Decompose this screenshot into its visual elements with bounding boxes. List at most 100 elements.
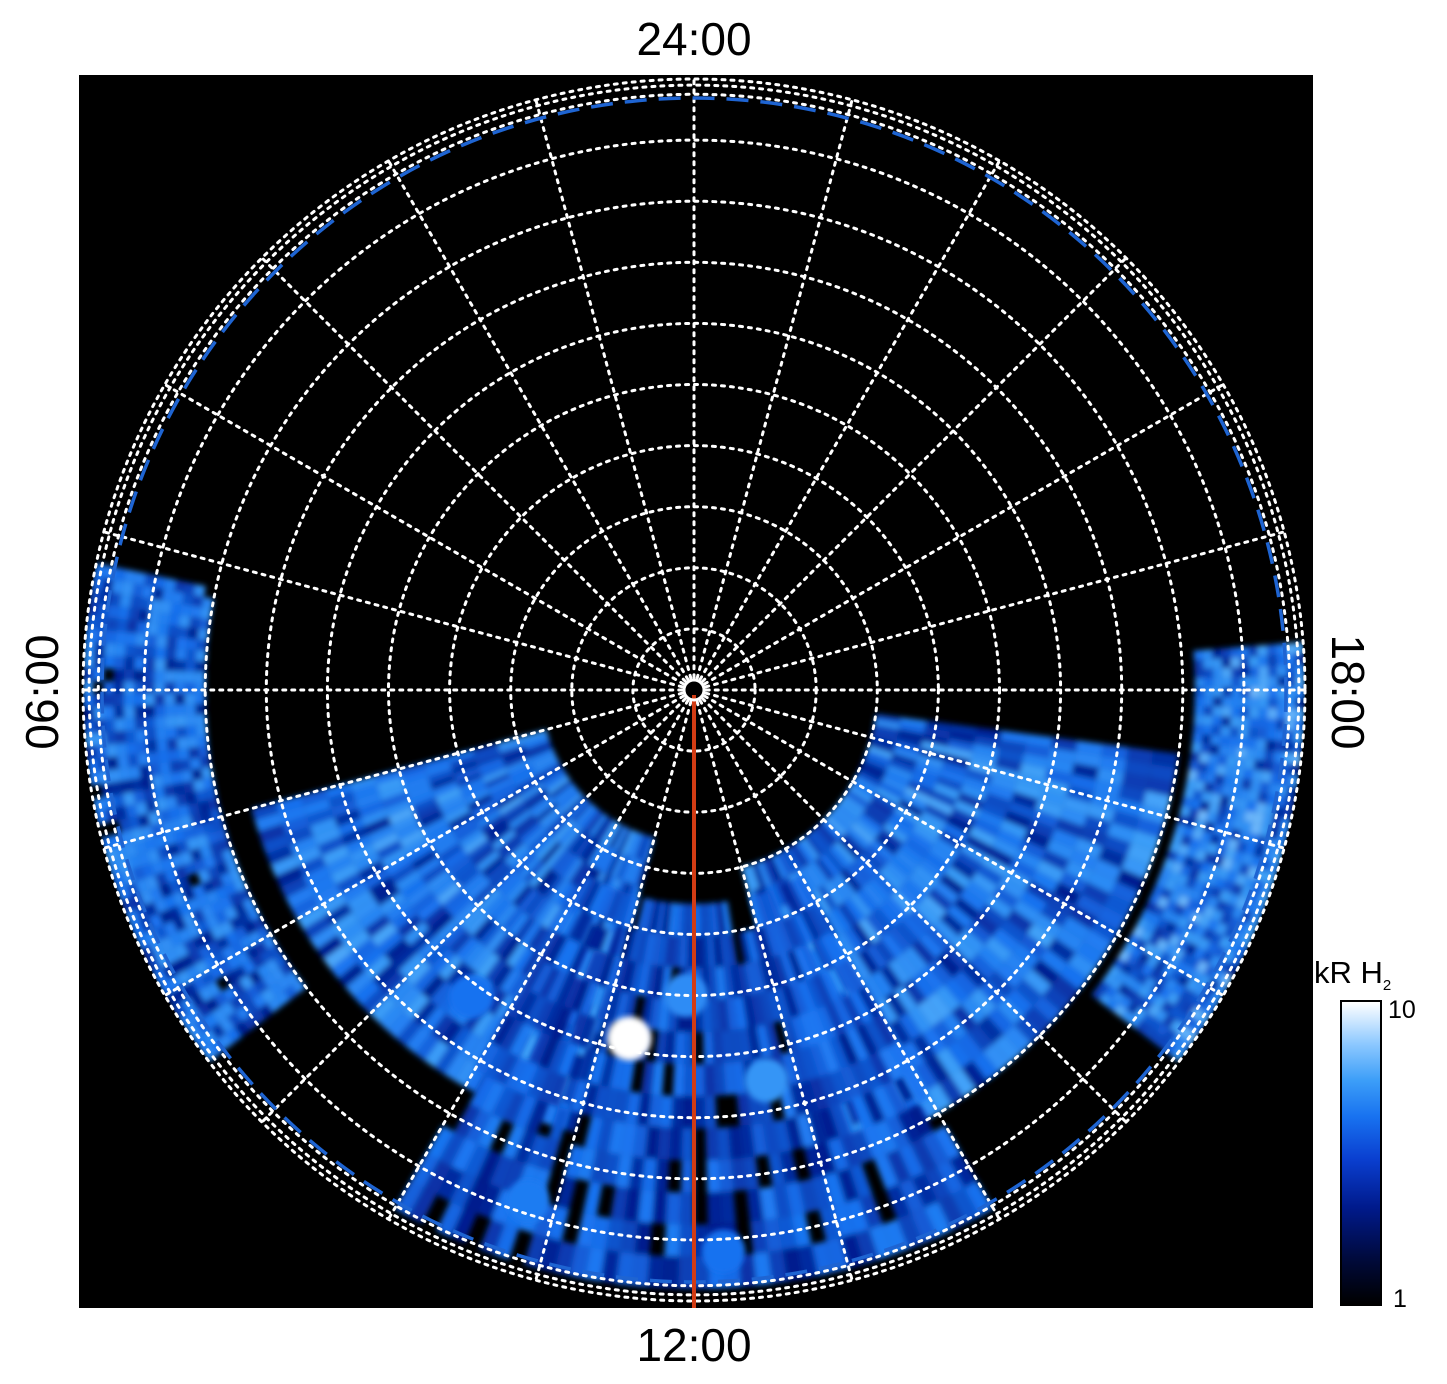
- emission-cell: [1241, 778, 1252, 791]
- emission-cell: [1185, 778, 1197, 790]
- emission-cell: [860, 760, 887, 777]
- emission-cell: [1249, 707, 1259, 719]
- emission-cell: [482, 767, 508, 784]
- emission-cell: [167, 625, 179, 638]
- emission-cell: [1244, 758, 1255, 770]
- emission-cell: [1235, 757, 1246, 769]
- emission-cell: [105, 743, 118, 758]
- emission-cell: [1155, 938, 1169, 952]
- emission-cell: [251, 802, 280, 821]
- emission-cell: [368, 824, 396, 844]
- emission-cell: [1069, 774, 1097, 792]
- emission-cell: [600, 820, 618, 845]
- emission-cell: [139, 764, 151, 778]
- emission-cell: [1194, 668, 1205, 679]
- emission-cell: [1140, 963, 1154, 977]
- emission-cell: [591, 980, 608, 1008]
- emission-cell: [168, 932, 184, 948]
- emission-cell: [388, 806, 415, 825]
- emission-cell: [376, 840, 404, 861]
- emission-cell: [1202, 1001, 1217, 1017]
- emission-cell: [1214, 876, 1227, 890]
- emission-cell: [983, 1043, 1011, 1072]
- emission-cell: [596, 1118, 615, 1153]
- emission-cell: [834, 872, 857, 898]
- emission-cell: [875, 787, 902, 806]
- emission-cell: [522, 958, 547, 991]
- emission-cell: [144, 716, 156, 730]
- emission-cell: [472, 1010, 495, 1038]
- emission-cell: [939, 768, 966, 785]
- emission-cell: [206, 865, 220, 880]
- emission-cell: [380, 970, 406, 997]
- emission-cell: [1191, 828, 1204, 841]
- emission-cell: [390, 862, 417, 885]
- emission-cell: [403, 776, 431, 792]
- emission-cell: [111, 579, 124, 594]
- emission-cell: [349, 775, 377, 792]
- emission-cell: [504, 843, 528, 866]
- emission-cell: [605, 889, 623, 922]
- emission-cell: [638, 1189, 655, 1223]
- emission-cell: [210, 875, 225, 891]
- emission-cell: [1226, 870, 1239, 884]
- emission-cell: [604, 822, 622, 847]
- emission-cell: [1177, 973, 1191, 988]
- emission-cell: [602, 1087, 620, 1122]
- emission-cell: [182, 980, 199, 997]
- emission-cell: [790, 842, 810, 868]
- emission-cell: [421, 863, 447, 885]
- emission-cell: [1232, 818, 1244, 831]
- emission-cell: [200, 607, 212, 620]
- emission-cell: [992, 766, 1020, 783]
- emission-cell: [1126, 843, 1156, 866]
- emission-cell: [1230, 953, 1244, 968]
- emission-cell: [935, 985, 961, 1013]
- emission-cell: [438, 1131, 466, 1167]
- emission-cell: [965, 920, 993, 946]
- emission-cell: [495, 902, 518, 928]
- emission-cell: [448, 930, 473, 955]
- emission-cell: [1148, 968, 1162, 982]
- emission-cell: [1189, 837, 1201, 850]
- emission-cell: [113, 706, 125, 719]
- emission-cell: [476, 850, 501, 872]
- emission-cell: [1098, 846, 1127, 869]
- emission-cell: [198, 986, 214, 1003]
- emission-cell: [1075, 941, 1105, 967]
- emission-cell: [1025, 733, 1053, 748]
- emission-cell: [205, 914, 220, 930]
- emission-cell: [1220, 647, 1231, 659]
- emission-cell: [1264, 803, 1276, 817]
- emission-cell: [521, 950, 542, 977]
- emission-cell: [492, 962, 514, 989]
- emission-cell: [816, 822, 839, 846]
- emission-cell: [1155, 875, 1168, 888]
- emission-cell: [586, 925, 603, 952]
- emission-cell: [1083, 929, 1113, 955]
- emission-cell: [1210, 886, 1223, 900]
- emission-cell: [636, 930, 650, 964]
- emission-cell: [337, 920, 365, 945]
- emission-cell: [358, 800, 386, 818]
- emission-cell: [606, 850, 622, 877]
- emission-cell: [198, 618, 211, 631]
- emission-cell: [547, 907, 567, 933]
- emission-cell: [1192, 946, 1206, 961]
- emission-cell: [459, 906, 484, 931]
- emission-cell: [484, 957, 507, 984]
- emission-cell: [1174, 823, 1186, 835]
- emission-cell: [1205, 941, 1219, 955]
- emission-cell: [558, 789, 581, 810]
- emission-cell: [1181, 885, 1194, 899]
- emission-cell: [640, 996, 654, 1030]
- emission-cell: [476, 1149, 502, 1184]
- emission-cell: [352, 897, 380, 921]
- emission-cell: [188, 949, 204, 966]
- emission-cell: [140, 776, 153, 790]
- emission-cell: [1191, 858, 1204, 871]
- emission-cell: [201, 766, 214, 780]
- emission-cell: [1288, 774, 1299, 788]
- emission-cell: [811, 888, 832, 915]
- emission-cell: [177, 626, 189, 639]
